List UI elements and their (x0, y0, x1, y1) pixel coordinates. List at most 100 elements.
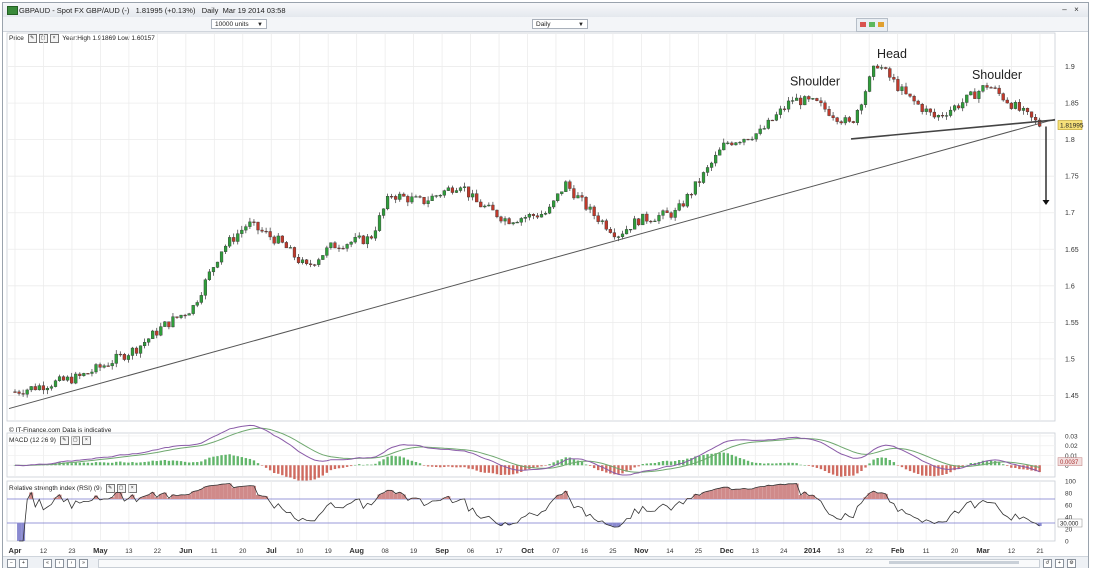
crosshair-icon[interactable]: + (1055, 559, 1064, 568)
x-tick-label: 13 (752, 548, 760, 555)
macd-histogram-bar (637, 465, 640, 467)
candle-body (880, 67, 884, 69)
candle-body (770, 119, 774, 122)
macd-histogram-bar (872, 459, 875, 466)
candle-body (750, 138, 754, 141)
macd-histogram-bar (904, 465, 908, 470)
wrench-icon[interactable]: ✎ (59, 436, 69, 445)
window-icon[interactable]: ▢ (116, 484, 126, 493)
zoom-in-icon[interactable]: + (19, 559, 28, 568)
macd-histogram-bar (925, 465, 928, 476)
remove-icon[interactable]: × (49, 34, 59, 43)
macd-histogram-bar (1010, 465, 1013, 468)
panel-frame (6, 432, 1056, 478)
candle-body (953, 105, 957, 111)
year-range: Year:High 1.91869 Low 1.60157 (62, 35, 155, 43)
candle-body (710, 162, 714, 168)
timeline-scrollbar[interactable] (98, 559, 1040, 568)
candle-body (948, 109, 953, 116)
macd-histogram-bar (633, 465, 636, 468)
macd-histogram-bar (467, 465, 470, 469)
macd-histogram-bar (301, 465, 304, 481)
x-tick-label: 23 (68, 548, 76, 555)
settings-icon[interactable]: ⚙ (1067, 559, 1076, 568)
macd-histogram-bar (208, 457, 211, 466)
pattern-annotation-shoulder: Shoulder (972, 68, 1022, 82)
macd-histogram-bar (835, 465, 839, 476)
window-icon[interactable]: ▢ (70, 436, 80, 445)
y-tick-label: 1.5 (1065, 356, 1075, 363)
last-page-icon[interactable]: » (79, 559, 88, 568)
candles-icon[interactable] (860, 22, 866, 27)
macd-histogram-bar (690, 458, 693, 466)
next-page-icon[interactable]: › (67, 559, 76, 568)
x-tick-label: 22 (866, 548, 874, 555)
candle-body (766, 119, 770, 129)
macd-histogram-bar (888, 459, 891, 466)
remove-icon[interactable]: × (81, 436, 91, 445)
macd-histogram-bar (127, 462, 130, 466)
candle-body (256, 221, 260, 231)
minimize-icon[interactable]: – (1062, 5, 1067, 14)
macd-histogram-bar (576, 460, 580, 466)
x-tick-label: 20 (239, 548, 247, 555)
remove-icon[interactable]: × (127, 484, 137, 493)
candle-body (754, 133, 758, 140)
candle-body (280, 235, 284, 243)
chart-canvas[interactable]: Shoulder Head Shoulder Apr 12 23 May 13 22 Jun 11… (3, 3, 1088, 555)
candle-body (94, 364, 98, 373)
zoom-out-icon[interactable]: − (7, 559, 16, 568)
candle-body (373, 230, 378, 239)
macd-histogram-bar (418, 463, 422, 466)
macd-histogram-bar (536, 465, 539, 468)
candle-body (361, 235, 365, 245)
line-icon[interactable] (878, 22, 884, 27)
candle-body (863, 91, 868, 105)
macd-histogram-bar (390, 455, 393, 466)
y-tick-label: 1.8 (1065, 137, 1075, 144)
macd-histogram-bar (313, 465, 316, 480)
reset-icon[interactable]: ↺ (1043, 559, 1052, 568)
period-select[interactable]: Daily ▼ (532, 19, 588, 29)
candle-body (851, 121, 855, 123)
chart-type-toolbar[interactable] (856, 18, 888, 32)
candle-body (142, 342, 147, 347)
units-select-value: 10000 units (215, 21, 249, 28)
candle-body (483, 205, 487, 208)
macd-histogram-bar (394, 456, 397, 466)
prev-page-icon[interactable]: ‹ (55, 559, 64, 568)
candle-body (831, 115, 835, 118)
candle-body (689, 194, 693, 196)
candle-body (329, 242, 333, 248)
wrench-icon[interactable]: ✎ (105, 484, 115, 493)
candle-body (649, 220, 653, 223)
macd-histogram-bar (224, 454, 227, 466)
candle-body (394, 196, 398, 200)
scrollbar-thumb[interactable] (889, 561, 1019, 564)
macd-histogram-bar (657, 462, 661, 466)
macd-histogram-bar (402, 457, 405, 466)
macd-histogram-bar (799, 464, 802, 466)
candle-body (916, 100, 920, 105)
candle-body (811, 98, 815, 100)
candle-body (564, 181, 568, 192)
candle-body (835, 117, 839, 122)
candle-body (337, 247, 341, 249)
candle-body (714, 154, 718, 164)
close-icon[interactable]: × (1074, 5, 1079, 14)
rsi-y-tick-label: 20 (1065, 527, 1073, 534)
candle-body (49, 386, 54, 389)
candle-body (454, 190, 459, 193)
wrench-icon[interactable]: ✎ (27, 34, 37, 43)
candle-body (503, 218, 507, 222)
macd-histogram-bar (119, 461, 122, 466)
units-select[interactable]: 10000 units ▼ (211, 19, 267, 29)
current-price-tag (1057, 120, 1083, 130)
macd-histogram-bar (277, 465, 280, 474)
first-page-icon[interactable]: « (43, 559, 52, 568)
macd-histogram-bar (358, 464, 361, 466)
candle-body (491, 204, 495, 211)
candle-body (499, 216, 503, 222)
candle-body (552, 200, 556, 208)
bars-icon[interactable] (869, 22, 875, 27)
